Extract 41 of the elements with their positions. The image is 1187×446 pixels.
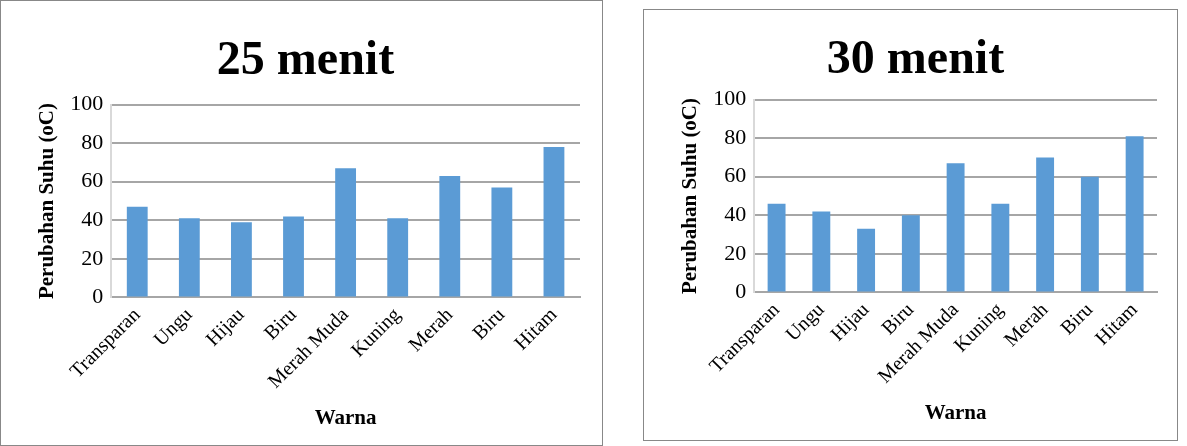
y-tick-label: 60 [81,167,104,193]
y-tick-label: 20 [81,244,104,270]
bar [1036,157,1055,292]
chart-title: 30 menit [826,30,1005,84]
x-tick-label: Biru [876,297,918,339]
x-axis-title: Warna [314,404,378,429]
bar [1080,176,1099,292]
bar [857,228,876,292]
y-tick-label: 100 [713,85,747,111]
y-axis-title: Perubahan Suhu (oC) [677,97,702,295]
x-tick-label: Biru [259,302,301,344]
bar [991,203,1010,292]
x-axis-title: Warna [924,399,988,424]
y-axis-title: Perubahan Suhu (oC) [34,102,59,300]
chart-title: 25 menit [216,31,395,85]
y-tick-label: 40 [81,206,104,232]
y-tick-label: 40 [724,201,747,227]
y-tick-label: 0 [735,278,747,304]
bar [901,215,920,292]
bar [946,163,965,292]
bar [439,175,461,297]
bar [812,211,831,292]
bar [335,168,357,297]
bar [283,216,304,297]
y-tick-label: 80 [724,123,747,149]
bar [491,187,513,297]
bar [178,218,200,297]
bar [543,147,565,297]
x-tick-label: Ungu [148,302,197,351]
bar [387,218,409,297]
y-tick-label: 60 [724,162,747,188]
y-tick-label: 20 [724,239,747,265]
bar [231,222,252,297]
bar [126,206,148,297]
x-tick-label: Biru [467,302,509,344]
bar [767,203,786,292]
y-tick-label: 0 [92,283,104,309]
x-tick-label: Ungu [780,297,829,346]
y-tick-label: 80 [81,128,104,154]
bar [1125,136,1144,292]
y-tick-label: 100 [70,90,104,116]
